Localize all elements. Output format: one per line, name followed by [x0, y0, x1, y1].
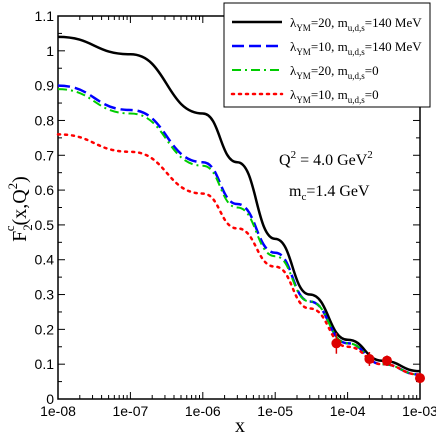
data-point	[381, 355, 392, 366]
legend-label-4: λYM=10, mu,d,s=0	[290, 87, 379, 105]
x-tick-label: 1e-08	[40, 403, 76, 419]
x-tick-label: 1e-04	[330, 403, 366, 419]
series-line-1	[57, 35, 421, 373]
legend-keys	[230, 20, 284, 96]
y-tick-label: 0.5	[35, 217, 55, 233]
x-axis: 1e-08 1e-07 1e-06 1e-05 1e-04 1e-03	[40, 16, 436, 419]
y-axis: 0 0.1 0.2 0.3 0.4 0.5 0.6 0.7 0.8 0.9 1 1.1	[35, 8, 420, 407]
y-tick-label: 0.3	[35, 287, 55, 303]
x-tick-label: 1e-05	[257, 403, 293, 419]
series-line-4	[56, 133, 422, 376]
data-point	[364, 353, 375, 364]
data-points-layer	[331, 332, 425, 384]
y-tick-label: 1.1	[35, 8, 55, 24]
data-point	[331, 338, 342, 349]
legend-label-3: λYM=20, mu,d,s=0	[290, 63, 379, 81]
data-point	[415, 373, 425, 384]
legend-label-1: λYM=20, mu,d,s=140 MeV	[290, 15, 422, 33]
legend-box	[223, 2, 431, 108]
y-tick-label: 0.9	[35, 78, 55, 94]
y-tick-label: 1	[46, 43, 54, 59]
legend: λYM=20, mu,d,s=140 MeV λYM=10, mu,d,s=14…	[223, 2, 431, 108]
x-axis-title: x	[235, 415, 245, 436]
y-tick-label: 0.4	[35, 252, 55, 268]
x-tick-label: 1e-06	[185, 403, 221, 419]
y-tick-label: 0.8	[35, 112, 55, 128]
y-tick-label: 0.6	[35, 182, 55, 198]
y-tick-label: 0	[46, 391, 54, 407]
x-tick-label: 1e-03	[402, 403, 436, 419]
y-tick-label: 0.2	[35, 321, 55, 337]
legend-label-2: λYM=10, mu,d,s=140 MeV	[290, 39, 422, 57]
annotation-q2: Q2 = 4.0 GeV2	[279, 149, 373, 169]
y-tick-label: 0.7	[35, 147, 55, 163]
x-tick-label: 1e-07	[112, 403, 148, 419]
y-tick-label: 0.1	[35, 356, 55, 372]
series-line-3	[57, 88, 421, 376]
annotation-mc: mc=1.4 GeV	[289, 183, 370, 203]
series-line-2	[57, 84, 421, 376]
y-axis-title: F2c(x,Q2)	[2, 176, 35, 242]
